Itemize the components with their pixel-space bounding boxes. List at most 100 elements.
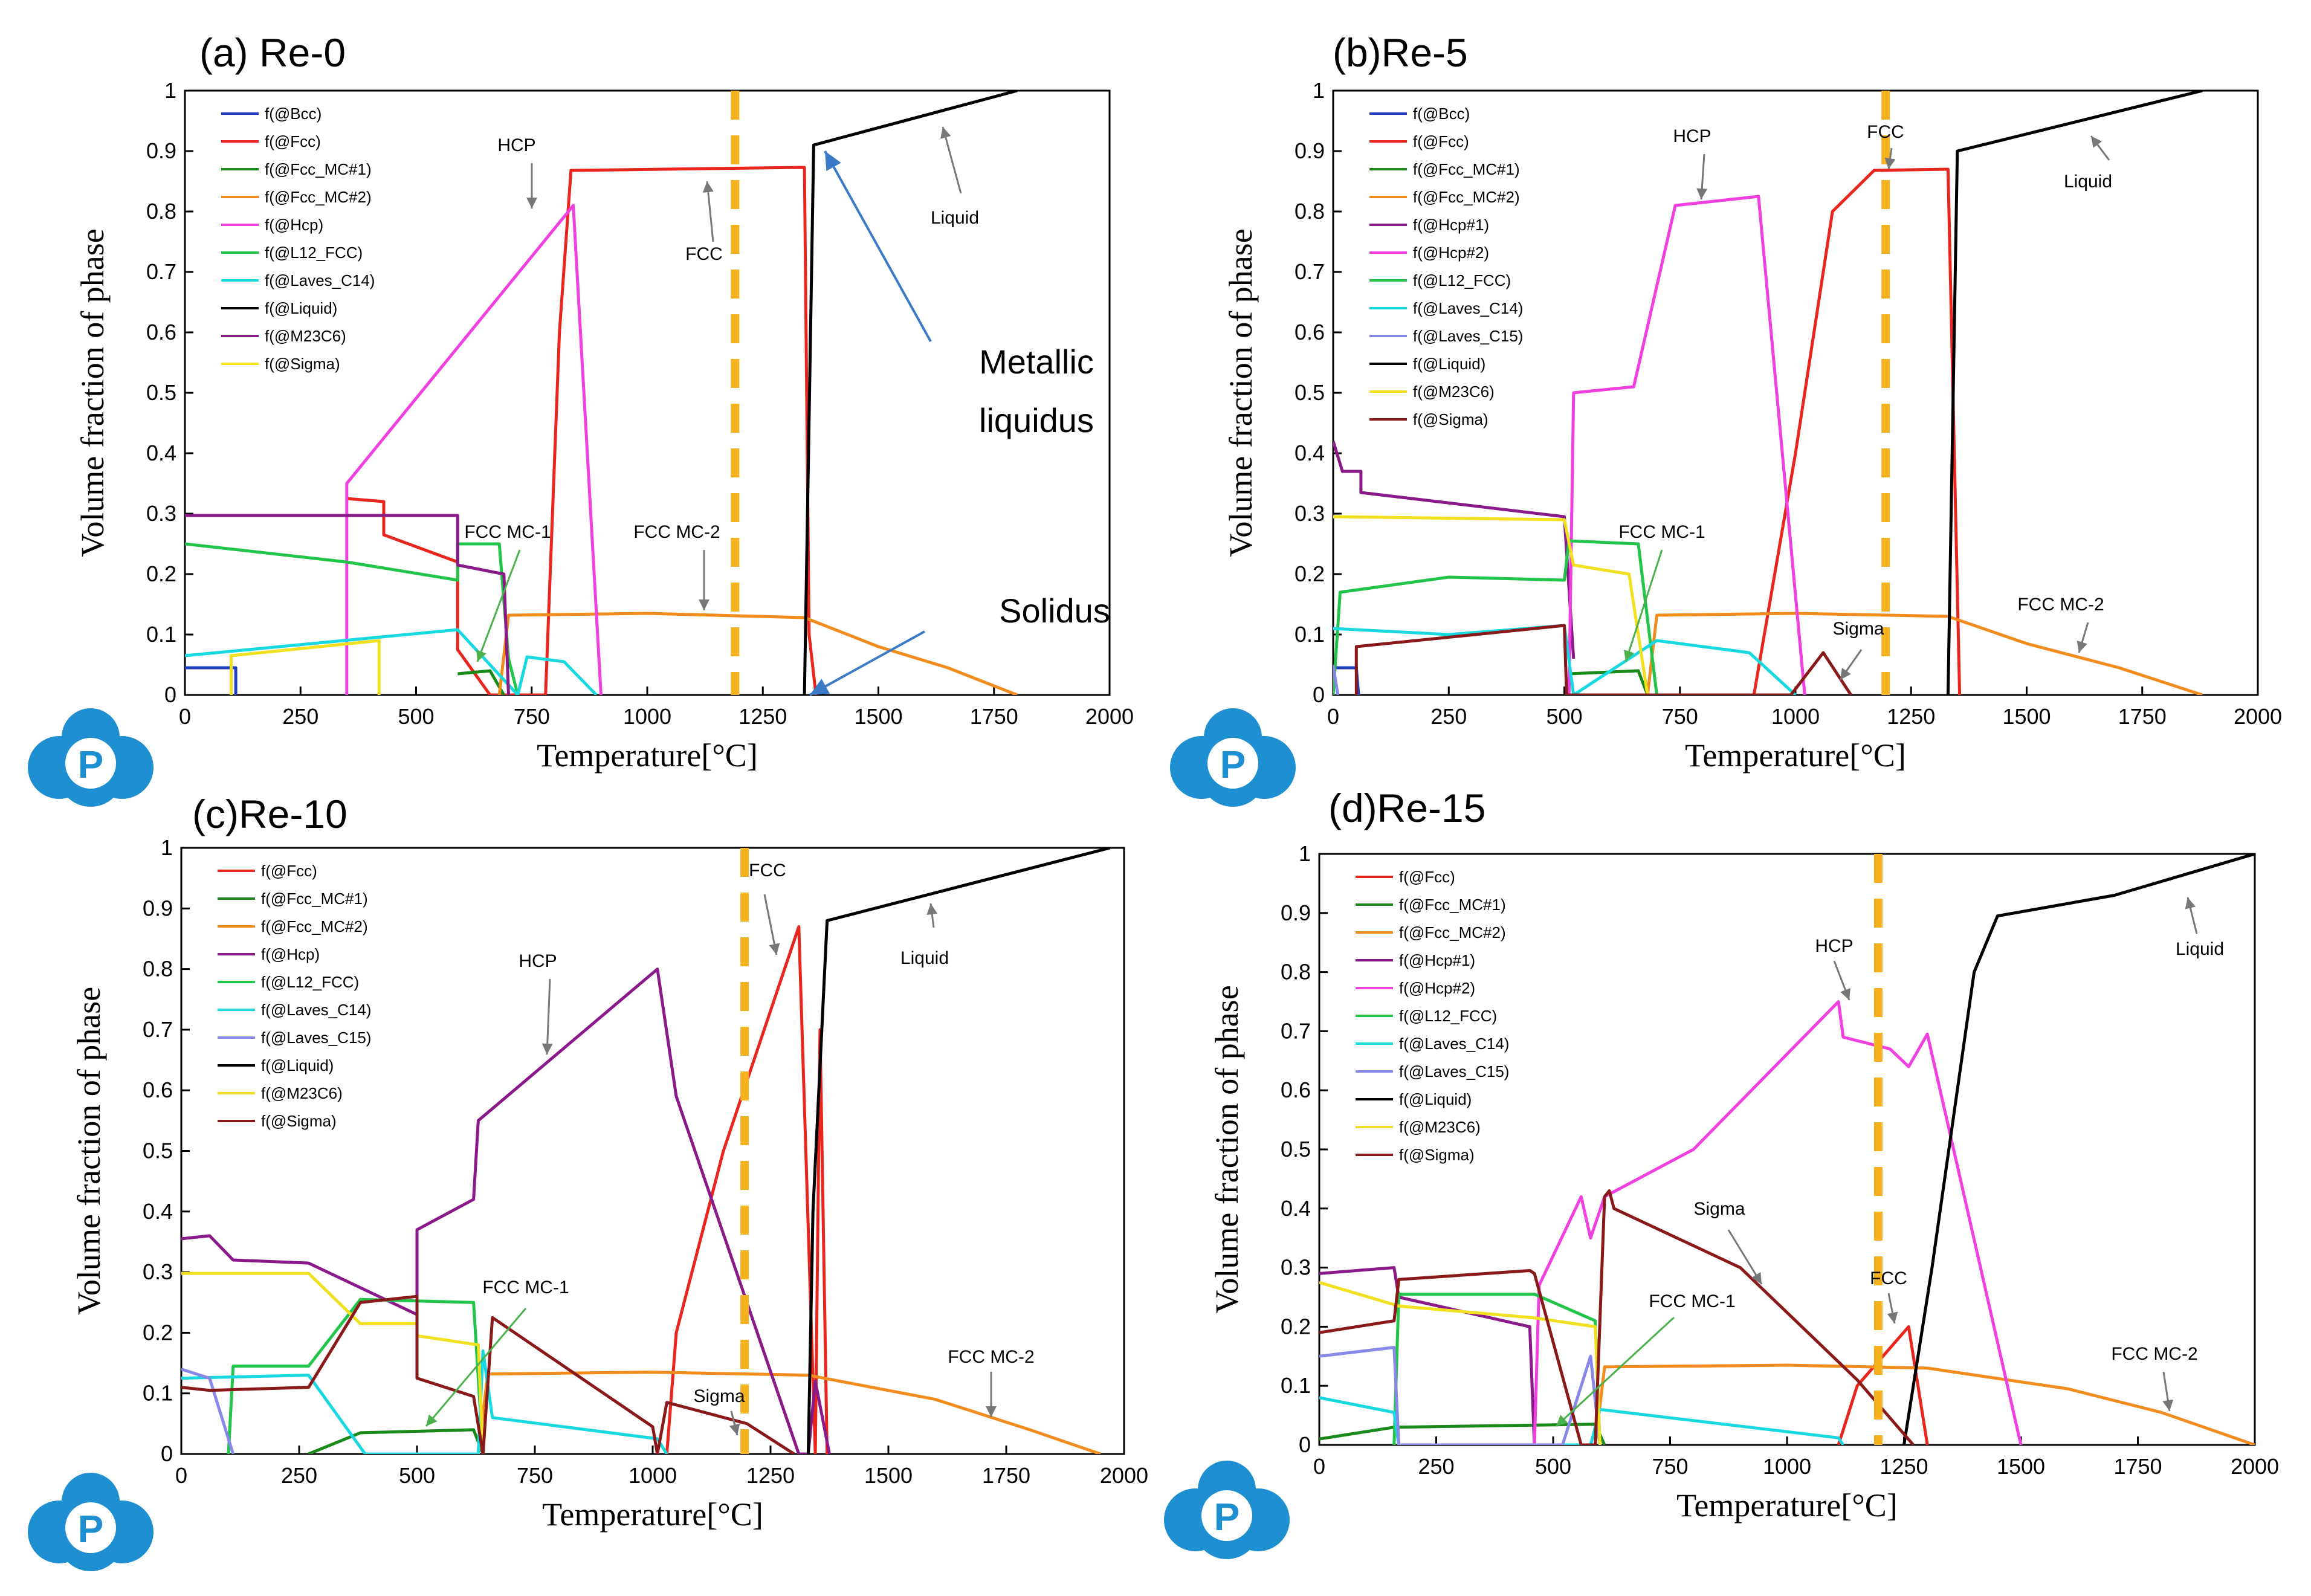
- plot-frame: [184, 89, 1111, 696]
- series-line: [1333, 624, 1797, 695]
- series-line: [1594, 1363, 2255, 1445]
- series-line: [476, 1371, 1101, 1454]
- x-tick-label: 2000: [2231, 1454, 2279, 1479]
- legend-entry: f(@Sigma): [261, 1112, 337, 1130]
- series-group: [185, 91, 1018, 695]
- annotation-arrowhead: [702, 181, 714, 193]
- logo-letter: P: [1220, 743, 1246, 786]
- series-group: [1319, 854, 2255, 1445]
- annotation-label: FCC: [1870, 1268, 1907, 1288]
- legend-entry: f(@M23C6): [1413, 383, 1495, 401]
- x-tick-label: 750: [517, 1463, 553, 1488]
- y-tick-label: 0.4: [1281, 1196, 1311, 1221]
- annotation-arrowhead: [1884, 157, 1896, 169]
- logo-letter: P: [78, 743, 104, 786]
- y-tick-label: 1: [1313, 78, 1325, 103]
- annotation-arrowhead: [825, 151, 841, 172]
- legend-entry: f(@Fcc_MC#2): [1413, 188, 1520, 206]
- y-axis-label: Volume fraction of phase: [71, 987, 107, 1315]
- series-line: [1333, 539, 1658, 695]
- x-tick-label: 1500: [1997, 1454, 2045, 1479]
- legend-entry: f(@Sigma): [1399, 1146, 1475, 1164]
- series-line: [346, 166, 818, 695]
- x-axis-label: Temperature[°C]: [537, 737, 758, 774]
- series-line: [1319, 1423, 1606, 1445]
- x-tick-label: 1750: [2113, 1454, 2162, 1479]
- x-tick-label: 500: [1546, 704, 1582, 729]
- annotation-label: Sigma: [1832, 619, 1884, 639]
- legend-entry: f(@Fcc_MC#1): [261, 890, 368, 908]
- legend-entry: f(@Fcc): [1413, 132, 1469, 150]
- y-tick-label: 0.5: [143, 1139, 173, 1163]
- y-tick-label: 0.6: [1294, 320, 1325, 344]
- legend-entry: f(@Bcc): [1413, 105, 1470, 123]
- series-line: [497, 612, 1018, 695]
- y-tick-label: 0.2: [1294, 561, 1325, 586]
- series-line: [1533, 1000, 2023, 1445]
- legend-entry: f(@Fcc_MC#1): [1413, 160, 1520, 178]
- y-tick-label: 0: [164, 682, 176, 707]
- x-tick-label: 1250: [739, 704, 787, 729]
- y-tick-label: 0.1: [146, 622, 176, 647]
- legend-entry: f(@Liquid): [261, 1056, 334, 1074]
- legend-entry: f(@Laves_C14): [265, 271, 375, 289]
- legend-entry: f(@Liquid): [1399, 1090, 1472, 1108]
- x-tick-label: 1250: [746, 1463, 795, 1488]
- legend-entry: f(@Fcc): [261, 862, 317, 880]
- y-tick-label: 0.7: [143, 1017, 173, 1042]
- logo-cloud-icon: P: [1170, 708, 1296, 807]
- series-line: [1752, 167, 1962, 695]
- annotation-label: Liquid: [900, 948, 949, 968]
- annotation-label: Sigma: [693, 1386, 745, 1406]
- series-group: [181, 848, 1111, 1454]
- y-tick-label: 0: [1299, 1432, 1311, 1457]
- annotation-label: HCP: [1815, 936, 1853, 956]
- annotation-arrowhead: [1840, 987, 1850, 1000]
- series-line: [1569, 669, 1649, 695]
- series-line: [803, 91, 1018, 695]
- series-line: [1319, 1189, 1915, 1445]
- annotation-label: Liquid: [2176, 939, 2224, 959]
- annotation-arrow: [546, 978, 551, 1055]
- y-tick-label: 0.1: [1294, 622, 1325, 647]
- y-axis-label: Volume fraction of phase: [74, 228, 111, 557]
- series-group: [1333, 91, 2203, 695]
- x-tick-label: 1000: [623, 704, 671, 729]
- annotation-label: FCC MC-2: [2111, 1344, 2197, 1364]
- legend-entry: f(@Hcp#1): [1399, 951, 1475, 969]
- series-line: [227, 1297, 485, 1454]
- series-line: [1333, 441, 1576, 659]
- y-tick-label: 0.9: [1294, 138, 1325, 163]
- y-tick-label: 0.4: [1294, 441, 1325, 465]
- x-tick-label: 1000: [1771, 704, 1820, 729]
- legend-entry: f(@Laves_C14): [1413, 299, 1523, 317]
- series-line: [230, 639, 381, 695]
- legend-entry: f(@Fcc_MC#2): [1399, 923, 1506, 942]
- logo-letter: P: [1214, 1495, 1240, 1539]
- y-tick-label: 0.3: [143, 1259, 173, 1284]
- annotation-arrow: [476, 549, 521, 662]
- annotation-label: FCC MC-2: [948, 1347, 1034, 1367]
- annotation-arrowhead: [2185, 897, 2196, 909]
- x-tick-label: 500: [398, 704, 434, 729]
- annotation-arrow: [942, 126, 962, 194]
- y-axis-label: Volume fraction of phase: [1223, 228, 1259, 557]
- chart-panel-2: (b)Re-5 0 0.1 0.2 0.3 0.4 0.5 0.6 0.7 0.8 0.9 1 0 250…: [1223, 30, 2282, 774]
- x-tick-label: 250: [1430, 704, 1467, 729]
- legend-entry: f(@L12_FCC): [265, 244, 363, 262]
- annotation-arrowhead: [2077, 641, 2087, 653]
- logo-inner-circle: [65, 738, 116, 789]
- logo-cloud-icon: P: [1164, 1461, 1290, 1559]
- y-tick-label: 0.6: [1281, 1077, 1311, 1102]
- series-line: [1902, 854, 2255, 1445]
- annotation-arrowhead: [426, 1414, 438, 1426]
- legend-entry: f(@L12_FCC): [261, 973, 359, 991]
- y-tick-label: 0: [161, 1441, 173, 1466]
- x-tick-label: 1250: [1887, 704, 1935, 729]
- y-tick-label: 1: [164, 78, 176, 103]
- y-tick-label: 0.5: [1294, 380, 1325, 405]
- series-line: [185, 628, 598, 695]
- series-line: [665, 925, 829, 1454]
- annotation-label: FCC MC-2: [2017, 595, 2104, 615]
- y-tick-label: 0.8: [1294, 199, 1325, 224]
